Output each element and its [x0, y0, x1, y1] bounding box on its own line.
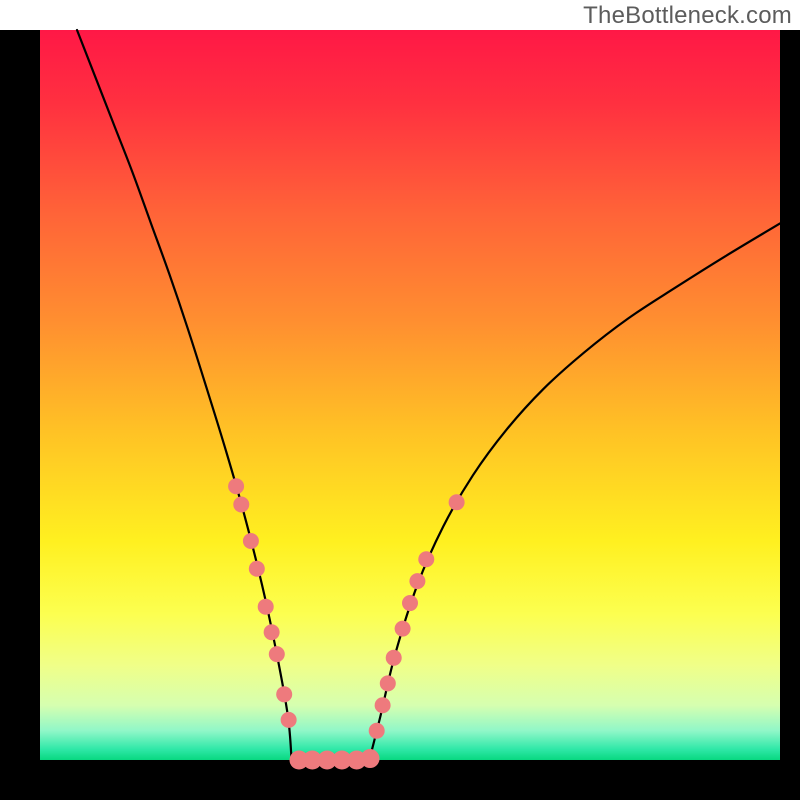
marker-dot: [402, 595, 418, 611]
marker-dot: [269, 646, 285, 662]
chart-root: TheBottleneck.com: [0, 0, 800, 800]
marker-dot: [449, 494, 465, 510]
marker-dot: [228, 478, 244, 494]
marker-dot: [276, 686, 292, 702]
marker-dot: [281, 712, 297, 728]
bottleneck-chart: [0, 0, 800, 800]
marker-dot: [395, 621, 411, 637]
marker-dot: [386, 650, 402, 666]
marker-dot: [243, 533, 259, 549]
marker-dot: [380, 675, 396, 691]
watermark-text: TheBottleneck.com: [583, 2, 792, 30]
marker-dot: [361, 749, 380, 768]
marker-dot: [258, 599, 274, 615]
marker-dot: [375, 697, 391, 713]
marker-dot: [409, 573, 425, 589]
marker-dot: [418, 551, 434, 567]
marker-dot: [249, 561, 265, 577]
marker-dot: [369, 723, 385, 739]
marker-dot: [233, 497, 249, 513]
marker-dot: [264, 624, 280, 640]
plot-background: [40, 30, 780, 760]
